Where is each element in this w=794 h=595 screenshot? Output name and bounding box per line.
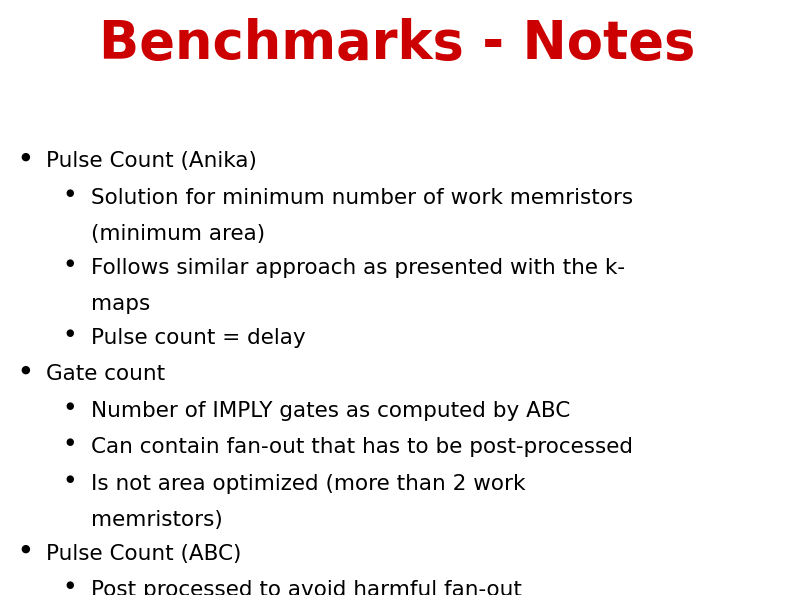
Text: Pulse Count (ABC): Pulse Count (ABC) [46, 544, 241, 564]
Text: Post processed to avoid harmful fan-out: Post processed to avoid harmful fan-out [91, 580, 522, 595]
Text: ●: ● [66, 328, 74, 338]
Text: ●: ● [21, 151, 30, 161]
Text: Pulse count = delay: Pulse count = delay [91, 328, 306, 348]
Text: Is not area optimized (more than 2 work: Is not area optimized (more than 2 work [91, 474, 526, 494]
Text: ●: ● [21, 544, 30, 554]
Text: ●: ● [66, 437, 74, 447]
Text: ●: ● [66, 401, 74, 411]
Text: (minimum area): (minimum area) [91, 224, 265, 245]
Text: maps: maps [91, 295, 151, 314]
Text: ●: ● [66, 474, 74, 484]
Text: Pulse Count (Anika): Pulse Count (Anika) [46, 151, 257, 171]
Text: memristors): memristors) [91, 511, 223, 530]
Text: Follows similar approach as presented with the k-: Follows similar approach as presented wi… [91, 258, 626, 278]
Text: ●: ● [66, 580, 74, 590]
Text: ●: ● [66, 258, 74, 268]
Text: Gate count: Gate count [46, 364, 165, 384]
Text: Benchmarks - Notes: Benchmarks - Notes [98, 18, 696, 70]
Text: Can contain fan-out that has to be post-processed: Can contain fan-out that has to be post-… [91, 437, 634, 458]
Text: ●: ● [21, 364, 30, 374]
Text: Number of IMPLY gates as computed by ABC: Number of IMPLY gates as computed by ABC [91, 401, 571, 421]
Text: ●: ● [66, 188, 74, 198]
Text: Solution for minimum number of work memristors: Solution for minimum number of work memr… [91, 188, 634, 208]
